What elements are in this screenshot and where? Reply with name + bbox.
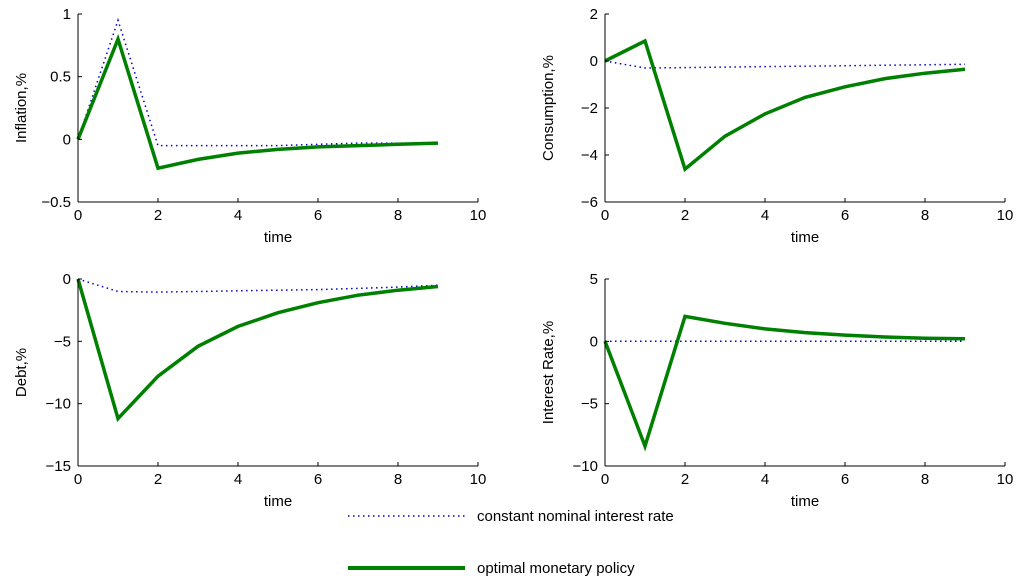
x-tick-label: 8: [921, 207, 929, 224]
x-tick-label: 10: [997, 471, 1014, 488]
x-tick-label: 8: [394, 207, 402, 224]
x-tick-label: 4: [761, 471, 769, 488]
series-line-optimal-policy: [603, 314, 966, 452]
x-axis-label: time: [791, 493, 819, 510]
y-axis-label: Debt,%: [13, 348, 30, 397]
x-tick-label: 0: [601, 207, 609, 224]
x-tick-label: 6: [841, 471, 849, 488]
legend-label-optimal-policy: optimal monetary policy: [477, 560, 635, 577]
x-tick-label: 4: [234, 207, 242, 224]
y-tick-label: 1: [63, 6, 71, 23]
x-tick-label: 0: [601, 471, 609, 488]
x-tick-label: 2: [681, 207, 689, 224]
y-tick-label: −2: [581, 100, 598, 117]
series-line-optimal-policy: [604, 38, 966, 173]
x-tick-label: 4: [234, 471, 242, 488]
y-tick-label: 2: [590, 6, 598, 23]
series-line-optimal-policy: [76, 33, 439, 171]
y-tick-label: 0: [590, 53, 598, 70]
y-tick-label: 0: [590, 333, 598, 350]
subplot-3: 0 2 4 6 8 10 −15 −10 −5 0 time Debt,%: [13, 271, 486, 510]
series-line-constant-rate: [77, 278, 439, 293]
subplot-4: 0 2 4 6 8 10 −10 −5 0 5 time Interest Rate,%: [540, 271, 1013, 510]
subplot-2: 0 2 4 6 8 10 −6 −4 −2 0 2 time Consumption,%: [540, 6, 1013, 246]
y-tick-label: −10: [573, 458, 598, 475]
y-axis-label: Inflation,%: [13, 73, 30, 143]
x-tick-label: 10: [470, 471, 487, 488]
x-axis-label: time: [791, 229, 819, 246]
y-tick-label: −4: [581, 147, 598, 164]
y-tick-label: 5: [590, 271, 598, 288]
x-axis-label: time: [264, 493, 292, 510]
series-line-constant-rate: [604, 60, 966, 69]
y-tick-label: −5: [581, 396, 598, 413]
y-tick-label: −15: [46, 458, 71, 475]
x-tick-label: 2: [681, 471, 689, 488]
x-tick-label: 2: [154, 471, 162, 488]
series-line-optimal-policy: [76, 278, 439, 423]
y-tick-label: 0: [63, 271, 71, 288]
y-tick-label: 0.5: [50, 69, 71, 86]
y-tick-label: −6: [581, 194, 598, 211]
x-tick-label: 8: [921, 471, 929, 488]
legend: constant nominal interest rate optimal m…: [348, 508, 674, 577]
x-tick-label: 10: [470, 207, 487, 224]
x-tick-label: 0: [74, 471, 82, 488]
x-tick-label: 2: [154, 207, 162, 224]
x-tick-label: 6: [314, 471, 322, 488]
x-tick-label: 6: [841, 207, 849, 224]
y-tick-label: 0: [63, 131, 71, 148]
y-tick-label: −0.5: [41, 194, 71, 211]
y-axis-label: Interest Rate,%: [540, 321, 557, 424]
x-axis-label: time: [264, 229, 292, 246]
series-line-constant-rate: [77, 17, 438, 147]
legend-label-constant-rate: constant nominal interest rate: [477, 508, 674, 525]
x-tick-label: 4: [761, 207, 769, 224]
y-tick-label: −5: [54, 333, 71, 350]
x-tick-label: 10: [997, 207, 1014, 224]
x-tick-label: 6: [314, 207, 322, 224]
x-tick-label: 8: [394, 471, 402, 488]
x-tick-label: 0: [74, 207, 82, 224]
y-tick-label: −10: [46, 396, 71, 413]
y-axis-label: Consumption,%: [540, 55, 557, 161]
